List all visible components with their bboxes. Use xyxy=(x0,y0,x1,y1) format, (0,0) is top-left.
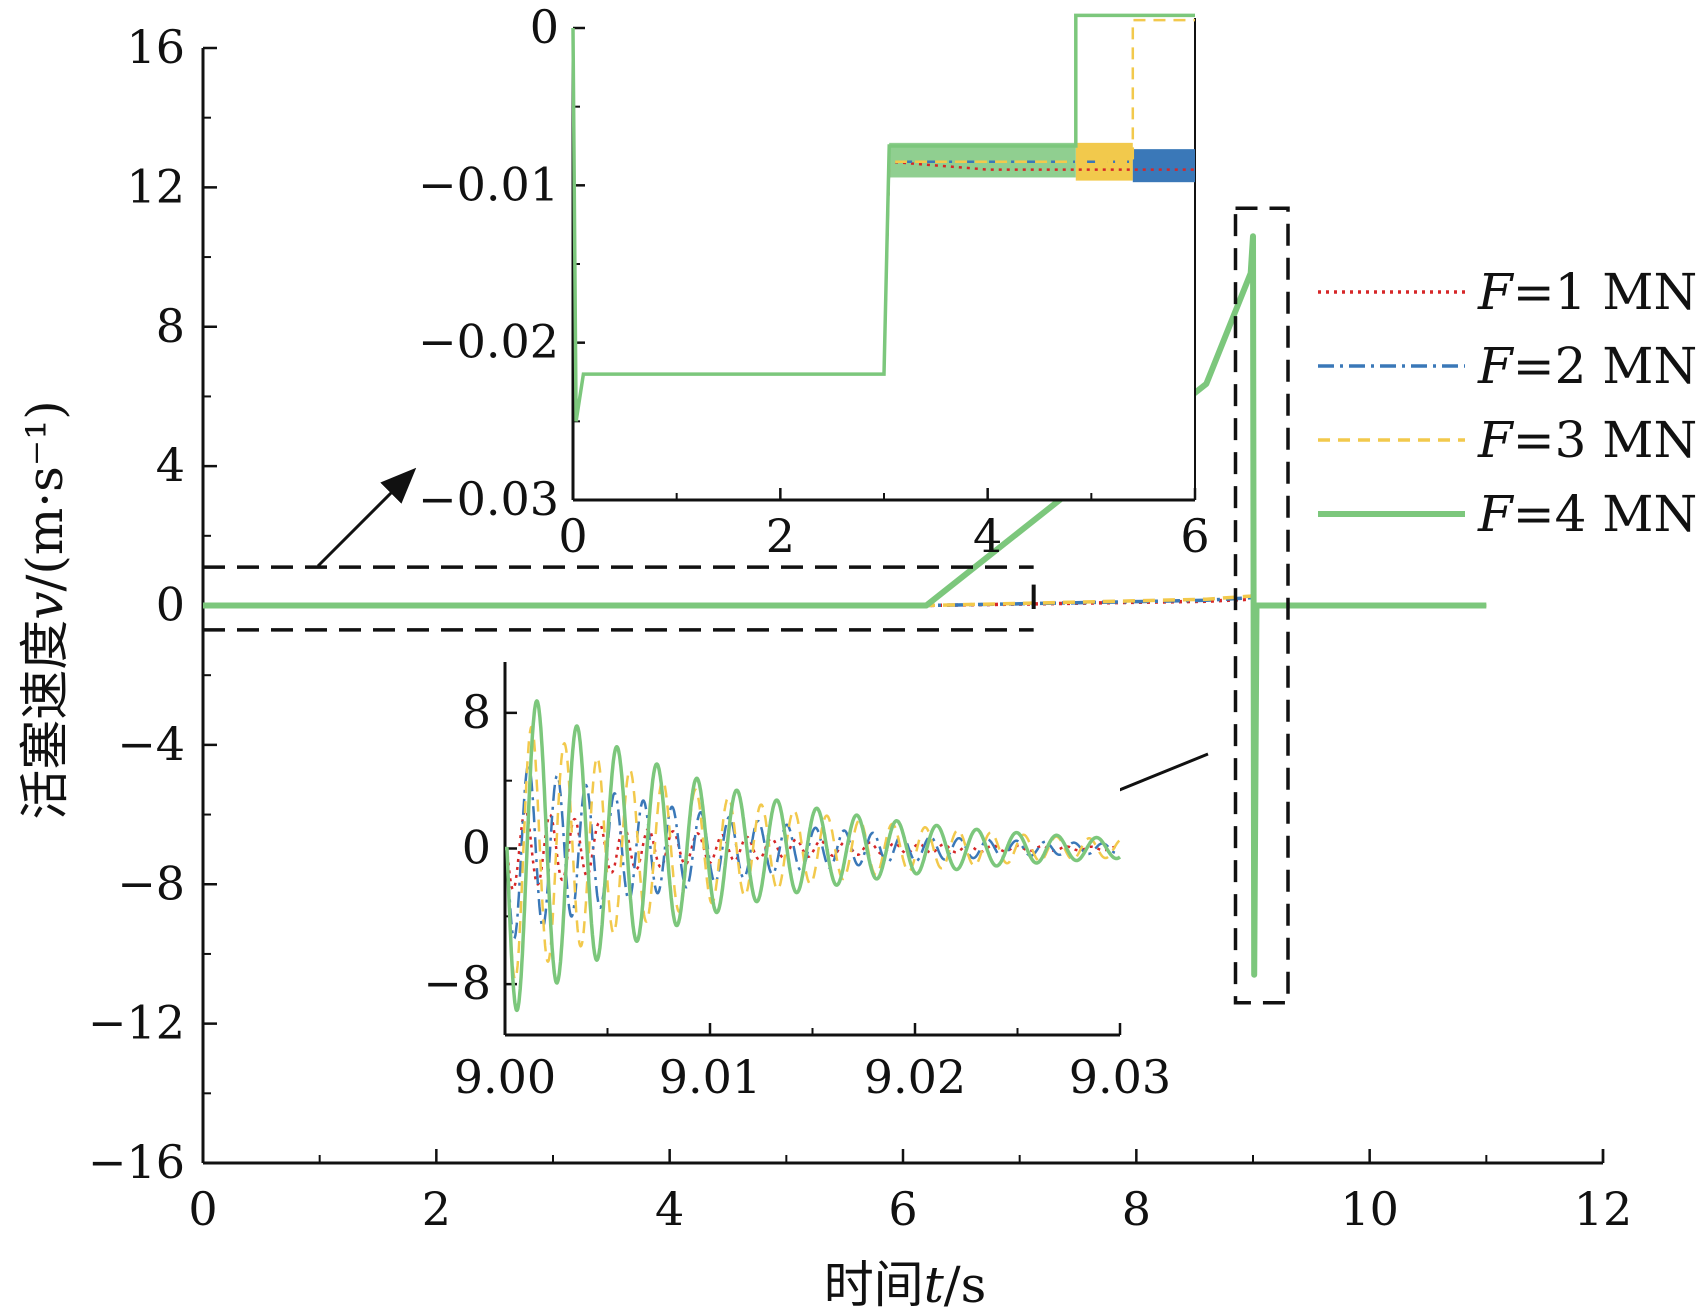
x-axis-title: 时间t/s xyxy=(824,1256,987,1309)
inset-bottom-series-line xyxy=(505,699,1122,1013)
legend-label: F=3 MN xyxy=(1477,411,1697,469)
inset-bottom-x-tick-label: 9.00 xyxy=(454,1050,556,1104)
arrow-to-top-inset xyxy=(316,467,417,568)
main-y-tick-label: −4 xyxy=(117,717,185,771)
main-x-tick-label: 0 xyxy=(188,1182,217,1236)
inset-top-y-tick-label: 0 xyxy=(530,0,559,54)
inset-top-y-tick-label: −0.01 xyxy=(418,157,559,211)
inset-top-y-tick-label: −0.03 xyxy=(418,472,559,526)
main-y-tick-label: 4 xyxy=(156,438,185,492)
main-x-tick-label: 6 xyxy=(888,1182,917,1236)
main-y-tick-label: −16 xyxy=(88,1135,185,1189)
main-y-tick-label: −12 xyxy=(88,996,185,1050)
main-x-tick-label: 4 xyxy=(655,1182,684,1236)
main-y-tick-label: 0 xyxy=(156,578,185,632)
inset-bottom-y-tick-label: −8 xyxy=(423,956,491,1010)
main-y-tick-label: 8 xyxy=(156,299,185,353)
inset-bottom-y-tick-label: 8 xyxy=(462,685,491,739)
inset-bottom-y-tick-label: 0 xyxy=(462,821,491,875)
zoom-box-oscillation xyxy=(1233,206,1290,1005)
inset-bottom-x-tick-label: 9.01 xyxy=(659,1050,761,1104)
inset-top-noise-band xyxy=(889,142,1076,178)
main-y-tick-label: −8 xyxy=(117,856,185,910)
legend-label: F=2 MN xyxy=(1477,337,1697,395)
inset-bottom-x-tick-label: 9.03 xyxy=(1069,1050,1171,1104)
inset-bottom-x-tick-label: 9.02 xyxy=(864,1050,966,1104)
legend-label: F=4 MN xyxy=(1477,485,1697,543)
main-x-tick-label: 8 xyxy=(1122,1182,1151,1236)
inset-top-series-line xyxy=(571,13,1195,422)
inset-top-x-tick-label: 2 xyxy=(766,509,795,563)
inset-top-noise-band xyxy=(1132,149,1195,183)
y-axis-title: 活塞速度v/(m·s⁻¹) xyxy=(16,400,74,820)
zoom-boxes xyxy=(203,206,1290,1005)
inset-top-y-tick-label: −0.02 xyxy=(418,315,559,369)
main-y-tick-label: 12 xyxy=(126,159,185,213)
inset-bottom-plot: 9.00 9.01 9.02 9.03 8 0 −8 xyxy=(423,662,1171,1104)
inset-top-x-tick-label: 4 xyxy=(973,509,1002,563)
main-x-tick-label: 10 xyxy=(1340,1182,1399,1236)
main-x-tick-label: 2 xyxy=(422,1182,451,1236)
legend-label: F=1 MN xyxy=(1477,263,1697,321)
inset-top-plot: 0 2 4 6 0 −0.01 −0.02 −0.03 xyxy=(418,0,1210,563)
inset-top-x-tick-label: 6 xyxy=(1180,509,1209,563)
main-x-tick-label: 12 xyxy=(1574,1182,1633,1236)
inset-top-background xyxy=(573,18,1195,500)
inset-top-x-tick-label: 0 xyxy=(558,509,587,563)
legend: F=1 MN F=2 MN F=3 MN F=4 MN xyxy=(1318,263,1697,543)
inset-bottom-series-line xyxy=(505,725,1121,981)
main-y-tick-label: 16 xyxy=(126,20,185,74)
